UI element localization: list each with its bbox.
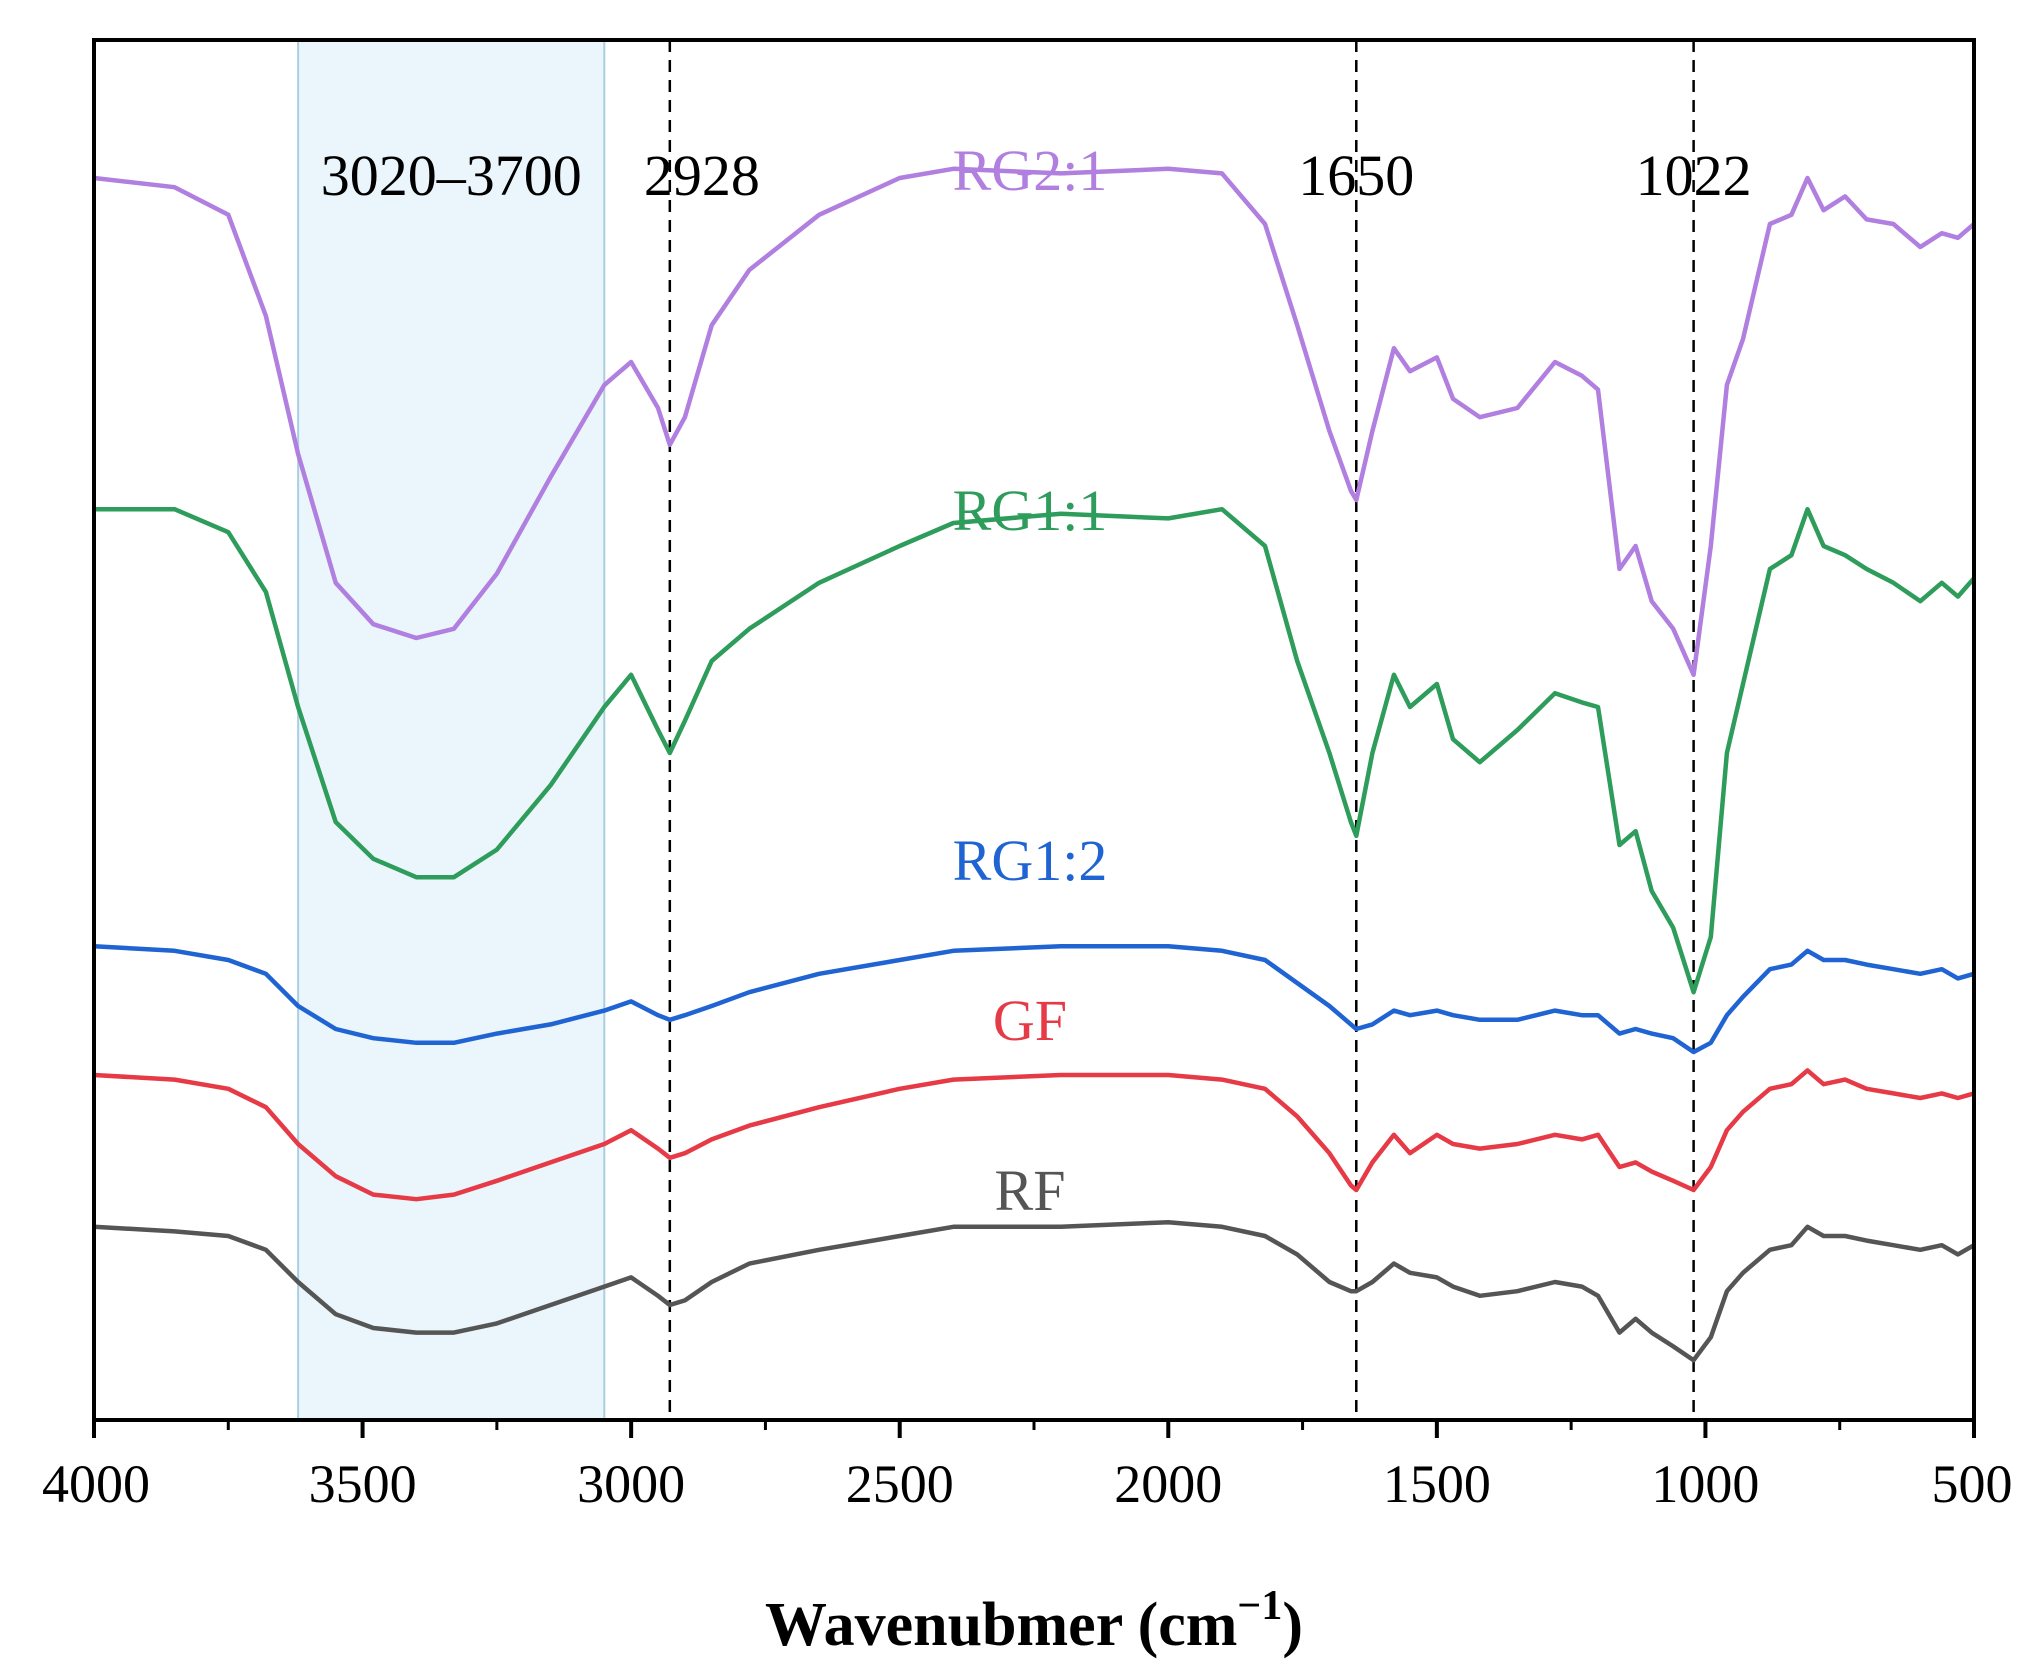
x-axis-title-text: Wavenubmer [765, 1591, 1123, 1659]
highlight-band [297, 39, 606, 1421]
reference-label-1022: 1022 [1636, 143, 1752, 208]
series-line-RG1-2 [93, 943, 1975, 1055]
series-line-RF [93, 1219, 1976, 1363]
reference-label-1650: 1650 [1298, 143, 1414, 208]
series-label-RG2-1: RG2:1 [953, 138, 1108, 203]
x-tick-label-1500: 1500 [1383, 1454, 1491, 1514]
series-line-GF [93, 1068, 1975, 1202]
x-tick-label-2000: 2000 [1114, 1454, 1222, 1514]
series-label-RF: RF [995, 1158, 1066, 1223]
band-label: 3020–3700 [321, 143, 582, 208]
series-label-RG1-2: RG1:2 [953, 828, 1108, 893]
x-axis-unit-close: ) [1282, 1591, 1303, 1659]
series-line-RG1-1 [94, 506, 1976, 995]
x-tick-label-2500: 2500 [846, 1454, 954, 1514]
x-tick-label-4000: 4000 [42, 1454, 150, 1514]
x-tick-label-1000: 1000 [1651, 1454, 1759, 1514]
series-label-RG1-1: RG1:1 [953, 478, 1108, 543]
x-axis-title: Wavenubmer (cm−1) [765, 1583, 1303, 1659]
x-axis-unit: (cm [1138, 1591, 1238, 1659]
x-tick-label-3000: 3000 [577, 1454, 685, 1514]
x-tick-label-500: 500 [1932, 1454, 2013, 1514]
series-label-GF: GF [993, 988, 1067, 1053]
series-line-RG2-1 [93, 166, 1976, 678]
x-tick-label-3500: 3500 [309, 1454, 417, 1514]
reference-label-2928: 2928 [644, 143, 760, 208]
x-axis-unit-sup: −1 [1237, 1583, 1282, 1629]
